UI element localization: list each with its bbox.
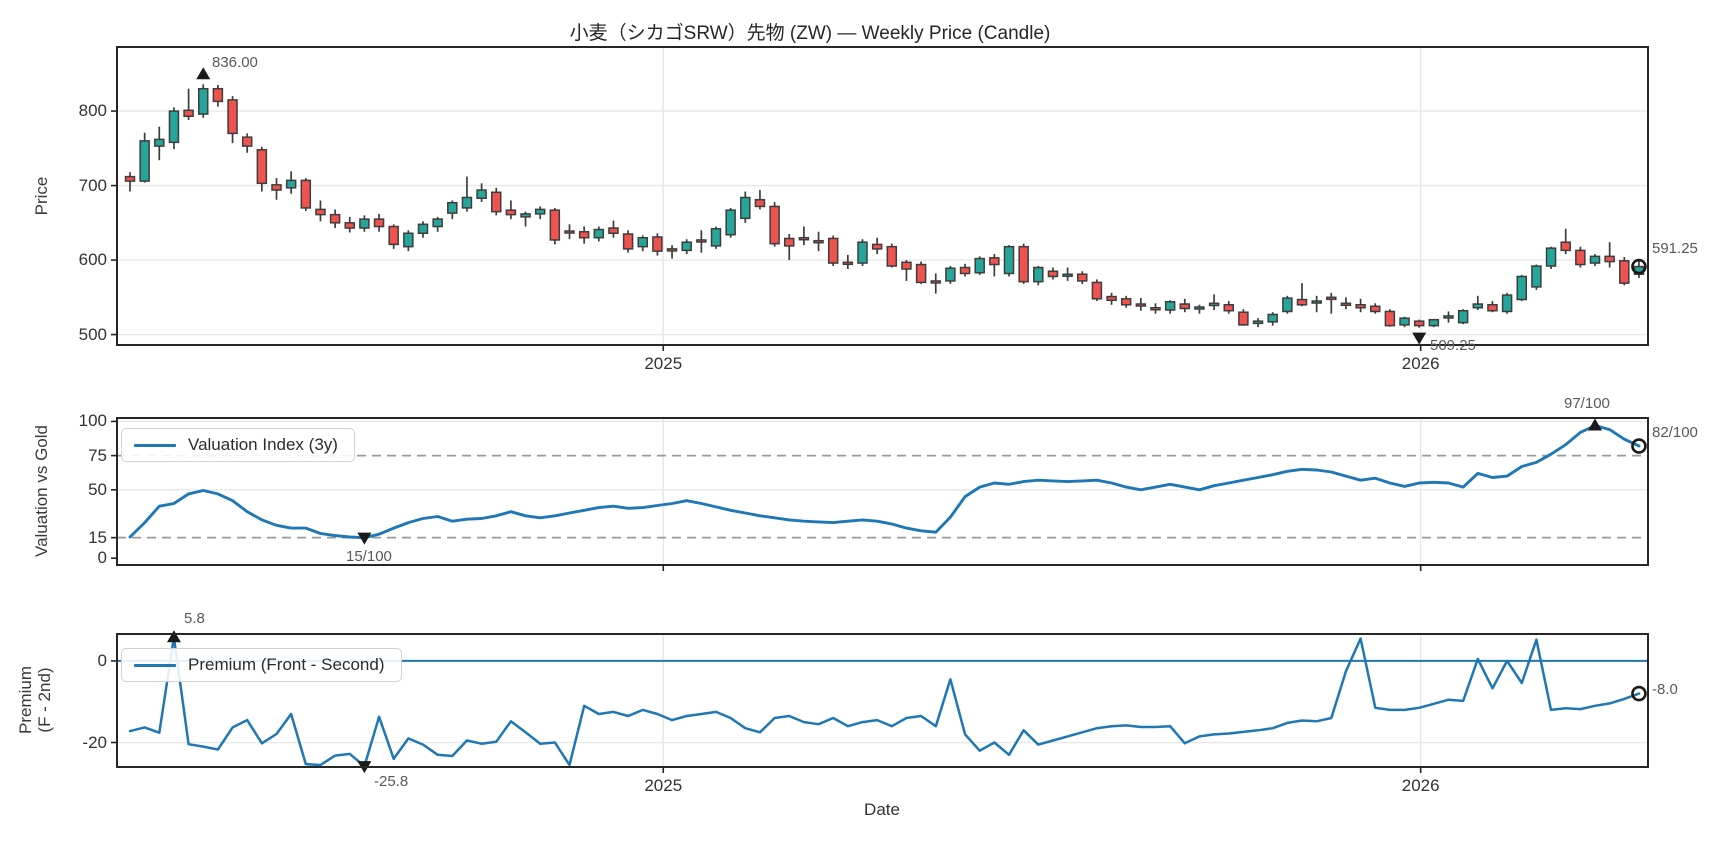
premium-legend-label: Premium (Front - Second): [188, 655, 385, 674]
price-min-annotation: 509.25: [1430, 337, 1476, 354]
premium-legend: Premium (Front - Second): [121, 648, 402, 682]
x-tick-label: 2026: [1401, 354, 1440, 373]
premium-min-annotation: -25.8: [374, 773, 409, 790]
y-tick-label: -20: [82, 732, 107, 752]
y-tick-label: 75: [88, 445, 107, 465]
premium-legend-line-swatch: [134, 663, 176, 667]
valuation-legend-line-swatch: [134, 443, 176, 447]
x-tick-label: 2025: [644, 776, 683, 795]
premium-last-annotation: -8.0: [1652, 681, 1678, 698]
y-tick-label: 15: [88, 527, 107, 547]
y-tick-label: 50: [88, 479, 107, 499]
y-tick-label: 600: [78, 250, 107, 270]
price-max-annotation: 836.00: [212, 54, 258, 71]
y-tick-label: 800: [78, 101, 107, 121]
y-tick-label: 0: [97, 548, 107, 568]
x-tick-label: 2025: [644, 354, 683, 373]
y-tick-label: 100: [78, 411, 107, 431]
valuation-legend: Valuation Index (3y): [121, 428, 355, 462]
y-tick-label: 500: [78, 324, 107, 344]
premium-max-annotation: 5.8: [184, 610, 205, 627]
valuation-max-annotation: 97/100: [1564, 395, 1610, 412]
price-last-annotation: 591.25: [1652, 240, 1698, 257]
y-tick-label: 700: [78, 175, 107, 195]
valuation-min-annotation: 15/100: [346, 548, 392, 565]
x-tick-label: 2026: [1401, 776, 1440, 795]
date-axis-label: Date: [864, 800, 900, 819]
chart-title: 小麦（シカゴSRW）先物 (ZW) — Weekly Price (Candle…: [569, 23, 1051, 44]
y-tick-label: 0: [97, 650, 107, 670]
premium-axis-label: Premium (F - 2nd): [16, 666, 54, 735]
valuation-legend-label: Valuation Index (3y): [188, 435, 338, 454]
valuation-last-annotation: 82/100: [1652, 424, 1698, 441]
